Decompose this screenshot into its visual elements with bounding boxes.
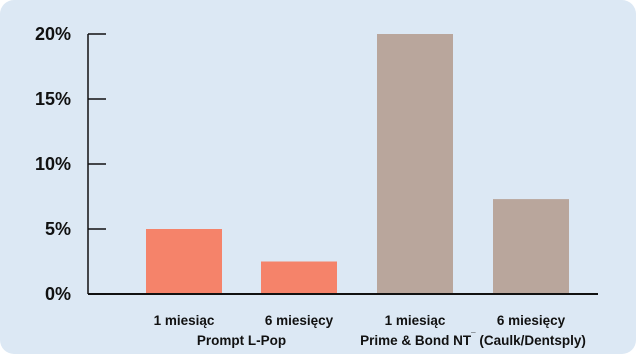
axes-layer — [87, 33, 598, 295]
y-tick-label: 10% — [35, 154, 71, 174]
bar-2 — [261, 261, 337, 294]
bar-4 — [493, 199, 569, 294]
labels-layer: 0% 5% 10% 15% 20% 1 miesiąc 6 miesięcy 1 miesią… — [35, 24, 586, 348]
group-label-1: Prompt L-Pop — [197, 333, 286, 348]
bar-1 — [146, 229, 222, 294]
x-tick-label: 1 miesiąc — [385, 313, 446, 328]
bars-layer — [146, 34, 569, 294]
x-tick-label: 6 miesięcy — [265, 313, 334, 328]
y-tick-label: 20% — [35, 24, 71, 44]
y-tick-label: 0% — [45, 284, 71, 304]
group-label-2: Prime & Bond NT¯ (Caulk/Dentsply) — [360, 332, 586, 348]
y-tick-label: 5% — [45, 219, 71, 239]
x-tick-label: 6 miesięcy — [497, 313, 566, 328]
bar-3 — [377, 34, 453, 294]
y-tick-label: 15% — [35, 89, 71, 109]
x-tick-label: 1 miesiąc — [154, 313, 215, 328]
